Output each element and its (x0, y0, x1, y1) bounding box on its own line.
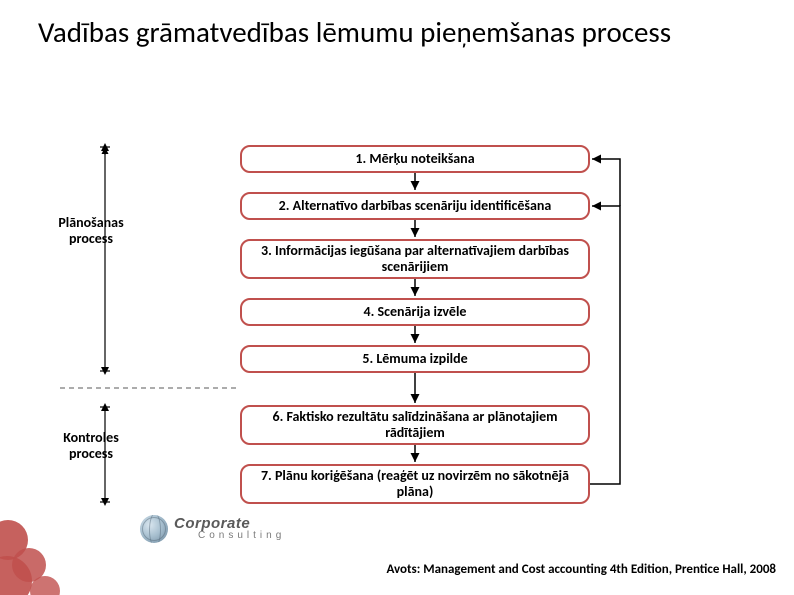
step-6-box: 6. Faktisko rezultātu salīdzināšana ar p… (240, 405, 590, 445)
control-process-text: Kontroles process (63, 429, 119, 462)
step-5-box: 5. Lēmuma izpilde (240, 345, 590, 373)
planning-process-label: Plānošanas process (46, 215, 136, 247)
step-6-text: 6. Faktisko rezultātu salīdzināšana ar p… (252, 409, 578, 441)
step-4-text: 4. Scenārija izvēle (364, 304, 467, 320)
step-3-box: 3. Informācijas iegūšana par alternatīva… (240, 239, 590, 279)
step-7-box: 7. Plānu koriģēšana (reaģēt uz novirzēm … (240, 464, 590, 504)
step-5-text: 5. Lēmuma izpilde (362, 351, 467, 367)
logo-line1: Corporate (174, 517, 285, 531)
source-citation: Avots: Management and Cost accounting 4t… (386, 562, 776, 577)
logo-line2: Consulting (198, 531, 285, 541)
deco-disc (30, 576, 60, 595)
step-1-box: 1. Mērķu noteikšana (240, 145, 590, 173)
corporate-consulting-logo: Corporate Consulting (140, 515, 285, 543)
globe-icon (140, 515, 168, 543)
step-4-box: 4. Scenārija izvēle (240, 298, 590, 326)
step-1-text: 1. Mērķu noteikšana (355, 151, 474, 167)
step-7-text: 7. Plānu koriģēšana (reaģēt uz novirzēm … (252, 468, 578, 500)
step-2-text: 2. Alternatīvo darbības scenāriju identi… (279, 198, 552, 214)
step-2-box: 2. Alternatīvo darbības scenāriju identi… (240, 192, 590, 220)
planning-process-text: Plānošanas process (58, 214, 123, 247)
step-3-text: 3. Informācijas iegūšana par alternatīva… (252, 243, 578, 275)
page-title: Vadības grāmatvedības lēmumu pieņemšanas… (38, 16, 738, 49)
control-process-label: Kontroles process (50, 430, 132, 462)
